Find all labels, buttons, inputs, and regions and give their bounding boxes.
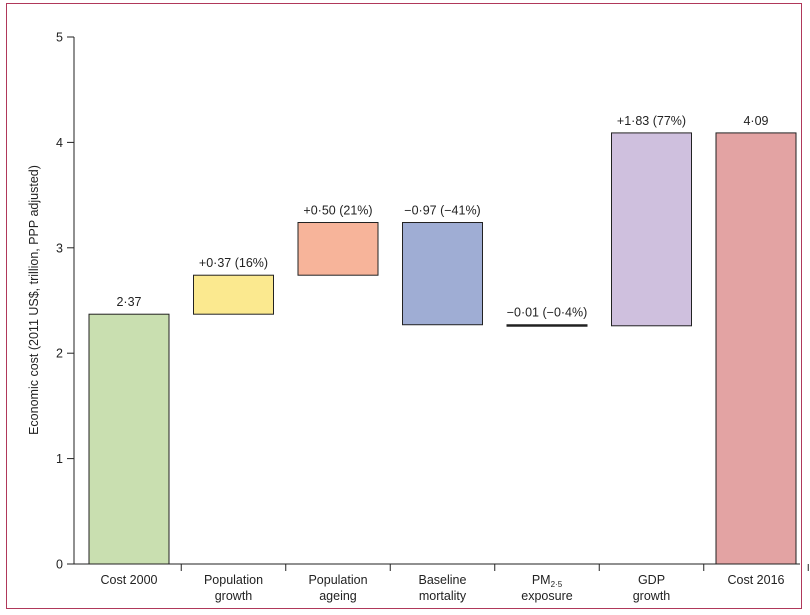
category-label: growth (633, 589, 671, 603)
bar-value-label: −0·01 (−0·4%) (507, 306, 588, 320)
category-labels: Cost 2000 Population growth Population agein… (101, 564, 809, 603)
category-label: ageing (319, 589, 357, 603)
category-label: mortality (419, 589, 467, 603)
y-tick-label: 5 (56, 31, 63, 45)
y-tick-label: 0 (56, 558, 63, 572)
category-label: PM2·5 (532, 573, 563, 589)
bar-value-label: 4·09 (743, 114, 768, 128)
bar (193, 274, 274, 315)
category-label: GDP (638, 573, 665, 587)
bar (506, 324, 588, 327)
bar-value-label: 2·37 (116, 295, 141, 309)
category-label: Population (204, 573, 263, 587)
bar-value-label: −0·97 (−41%) (404, 204, 480, 218)
y-tick-label: 2 (56, 347, 63, 361)
bar-value-label: +0·37 (16%) (199, 256, 268, 270)
bar (297, 222, 379, 276)
category-label: Population (308, 573, 367, 587)
category-label: exposure (521, 589, 572, 603)
category-label: Cost 2016 (728, 573, 785, 587)
category-label: Baseline (419, 573, 467, 587)
y-tick-label: 3 (56, 241, 63, 255)
bar (402, 222, 483, 326)
category-label: growth (215, 589, 253, 603)
y-tick-label: 4 (56, 136, 63, 150)
bar (88, 313, 170, 565)
bar (611, 132, 692, 327)
bar (715, 132, 797, 565)
category-label: Cost 2000 (101, 573, 158, 587)
bar-value-label: +1·83 (77%) (617, 114, 686, 128)
y-tick-label: 1 (56, 452, 63, 466)
bars (88, 132, 797, 565)
data-labels: 2·37 +0·37 (16%) +0·50 (21%) −0·97 (−41%) −0… (116, 114, 768, 320)
y-axis-label: Economic cost (2011 US$, trillion, PPP a… (27, 165, 41, 435)
y-axis: 0 1 2 3 4 5 (56, 31, 800, 572)
bar-value-label: +0·50 (21%) (303, 204, 372, 218)
